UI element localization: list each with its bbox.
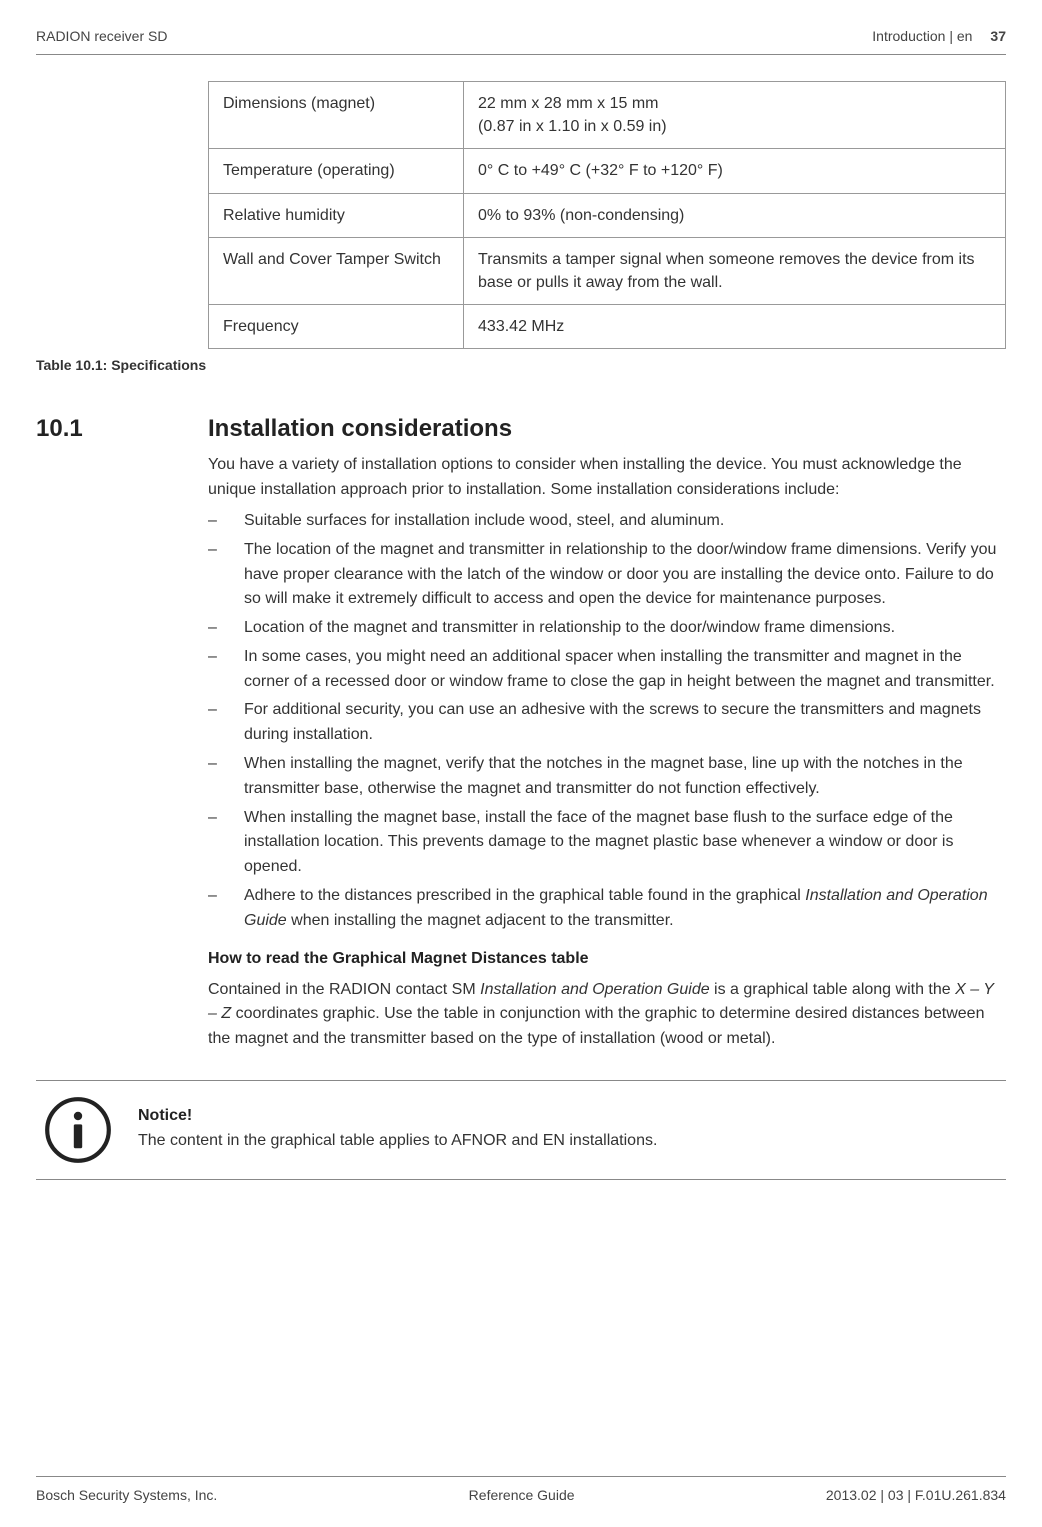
spec-val: 0% to 93% (non-condensing) [464,193,1006,237]
specifications-table: Dimensions (magnet) 22 mm x 28 mm x 15 m… [208,81,1006,349]
considerations-list: Suitable surfaces for installation inclu… [208,509,1006,934]
section-number: 10.1 [36,415,208,443]
list-item: When installing the magnet, verify that … [208,752,1006,802]
running-header: RADION receiver SD Introduction | en 37 [36,24,1006,55]
table-row: Relative humidity 0% to 93% (non-condens… [209,193,1006,237]
info-icon [36,1095,120,1165]
spec-key: Wall and Cover Tamper Switch [209,237,464,304]
list-item: For additional security, you can use an … [208,698,1006,748]
main-content: Dimensions (magnet) 22 mm x 28 mm x 15 m… [36,55,1006,1180]
spec-key: Frequency [209,305,464,349]
list-item: Suitable surfaces for installation inclu… [208,509,1006,534]
spec-key: Dimensions (magnet) [209,82,464,149]
spec-val: 22 mm x 28 mm x 15 mm (0.87 in x 1.10 in… [464,82,1006,149]
notice-label: Notice! [138,1107,657,1125]
notice-block: Notice! The content in the graphical tab… [36,1080,1006,1180]
table-caption: Table 10.1: Specifications [36,357,1006,373]
spec-key: Relative humidity [209,193,464,237]
subpara-text: coordinates graphic. Use the table in co… [208,1005,984,1047]
list-item: Location of the magnet and transmitter i… [208,616,1006,641]
list-item: Adhere to the distances prescribed in th… [208,884,1006,934]
header-section: Introduction | en [872,28,972,44]
spec-val: Transmits a tamper signal when someone r… [464,237,1006,304]
footer-right: 2013.02 | 03 | F.01U.261.834 [826,1487,1006,1503]
page-number: 37 [990,28,1006,44]
list-item-text-post: when installing the magnet adjacent to t… [287,912,674,929]
section-title: Installation considerations [208,415,512,443]
table-row: Frequency 433.42 MHz [209,305,1006,349]
list-item-text-pre: Adhere to the distances prescribed in th… [244,887,805,904]
running-footer: Bosch Security Systems, Inc. Reference G… [36,1476,1006,1503]
spec-val: 0° C to +49° C (+32° F to +120° F) [464,149,1006,193]
subpara-text: is a graphical table along with the [710,981,955,998]
header-left: RADION receiver SD [36,28,167,44]
table-row: Dimensions (magnet) 22 mm x 28 mm x 15 m… [209,82,1006,149]
header-right: Introduction | en 37 [872,28,1006,44]
list-item: When installing the magnet base, install… [208,806,1006,880]
footer-left: Bosch Security Systems, Inc. [36,1487,217,1503]
sub-paragraph: Contained in the RADION contact SM Insta… [208,978,1006,1052]
page: RADION receiver SD Introduction | en 37 … [0,0,1042,1527]
table-row: Temperature (operating) 0° C to +49° C (… [209,149,1006,193]
footer-center: Reference Guide [469,1487,575,1503]
notice-text: Notice! The content in the graphical tab… [138,1107,657,1154]
subpara-text: Contained in the RADION contact SM [208,981,480,998]
list-item: The location of the magnet and transmitt… [208,538,1006,612]
spec-val: 433.42 MHz [464,305,1006,349]
subpara-ital: Installation and Operation Guide [480,981,709,998]
subheading: How to read the Graphical Magnet Distanc… [208,950,1006,968]
section-intro: You have a variety of installation optio… [208,453,1006,503]
table-row: Wall and Cover Tamper Switch Transmits a… [209,237,1006,304]
spec-key: Temperature (operating) [209,149,464,193]
list-item: In some cases, you might need an additio… [208,645,1006,695]
section-heading-row: 10.1 Installation considerations [36,415,1006,443]
notice-body: The content in the graphical table appli… [138,1129,657,1154]
